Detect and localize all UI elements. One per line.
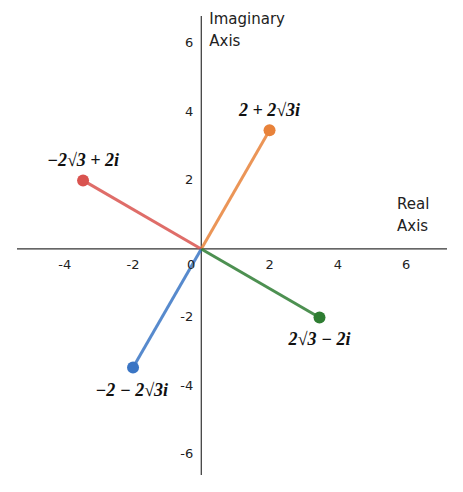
svg-text:2: 2 (265, 257, 273, 272)
svg-text:−2 − 2√3i: −2 − 2√3i (95, 380, 168, 400)
html-text:Imaginary: Imaginary (209, 10, 285, 28)
svg-text:2: 2 (185, 172, 193, 187)
svg-text:-2: -2 (180, 309, 193, 324)
html-text:Axis: Axis (209, 32, 241, 50)
svg-text:4: 4 (185, 104, 193, 119)
html-text:Real: Real (397, 194, 430, 213)
svg-text:2 + 2√3i: 2 + 2√3i (238, 100, 300, 120)
svg-text:−2√3 + 2i: −2√3 + 2i (47, 150, 119, 170)
svg-text:4: 4 (334, 257, 342, 272)
svg-text:-2: -2 (127, 257, 140, 272)
svg-text:6: 6 (402, 257, 410, 272)
html-text:Axis: Axis (397, 216, 429, 235)
svg-text:6: 6 (185, 35, 193, 50)
svg-text:-6: -6 (180, 446, 193, 461)
svg-text:2√3 − 2i: 2√3 − 2i (288, 329, 351, 349)
svg-text:0: 0 (187, 257, 195, 272)
svg-text:-4: -4 (180, 378, 193, 393)
svg-text:-4: -4 (58, 257, 71, 272)
